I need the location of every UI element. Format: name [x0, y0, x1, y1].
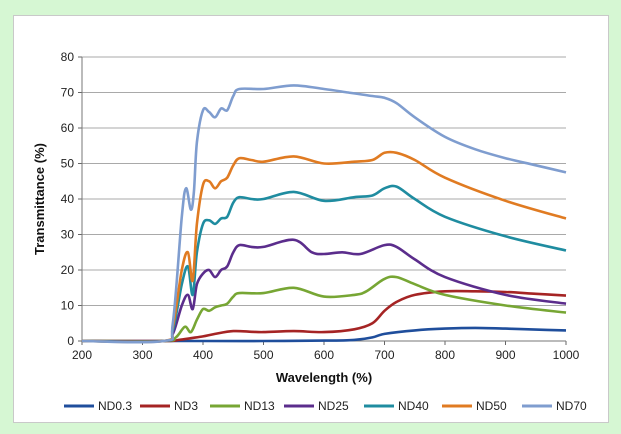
x-tick-label: 500 [253, 348, 273, 362]
legend-label-nd13: ND13 [244, 399, 275, 413]
y-tick-label: 70 [61, 86, 75, 100]
legend-label-nd40: ND40 [398, 399, 429, 413]
legend-label-nd70: ND70 [556, 399, 587, 413]
x-axis-label: Wavelength (%) [276, 370, 372, 385]
y-tick-label: 60 [61, 121, 75, 135]
y-tick-label: 10 [61, 299, 75, 313]
series-line-nd50 [81, 150, 567, 344]
y-axis-label: Transmittance (%) [32, 143, 47, 255]
y-tick-label: 50 [61, 157, 75, 171]
y-tick-label: 40 [61, 192, 75, 206]
grid-lines [82, 56, 566, 306]
x-tick-label: 700 [374, 348, 394, 362]
x-tick-label: 200 [72, 348, 92, 362]
legend-label-nd50: ND50 [476, 399, 507, 413]
legend: ND0.3 ND3 ND13 ND25 ND40 ND50 ND70 [64, 399, 587, 413]
series-line-nd70 [81, 84, 567, 344]
x-tick-label: 800 [435, 348, 455, 362]
tick-labels: 0 10 20 30 40 50 60 70 80 200 300 400 500 600 700 800 90… [61, 50, 580, 362]
x-tick-label: 900 [495, 348, 515, 362]
y-tick-label: 0 [67, 334, 74, 348]
legend-label-nd3: ND3 [174, 399, 198, 413]
y-tick-label: 80 [61, 50, 75, 64]
series-line-nd3 [81, 289, 567, 343]
y-tick-label: 20 [61, 263, 75, 277]
y-tick-label: 30 [61, 228, 75, 242]
series-lines [81, 84, 567, 344]
x-tick-label: 600 [314, 348, 334, 362]
legend-label-nd0-3: ND0.3 [98, 399, 132, 413]
series-line-nd13 [81, 275, 567, 343]
series-line-nd0-3 [81, 326, 567, 343]
legend-label-nd25: ND25 [318, 399, 349, 413]
x-tick-label: 400 [193, 348, 213, 362]
line-chart: 0 10 20 30 40 50 60 70 80 200 300 400 500 600 700 800 90… [32, 50, 587, 413]
series-line-nd40 [81, 184, 567, 344]
series-line-nd25 [81, 238, 567, 343]
chart-frame: 0 10 20 30 40 50 60 70 80 200 300 400 500 600 700 800 90… [13, 15, 609, 423]
x-tick-label: 1000 [553, 348, 580, 362]
x-tick-label: 300 [132, 348, 152, 362]
